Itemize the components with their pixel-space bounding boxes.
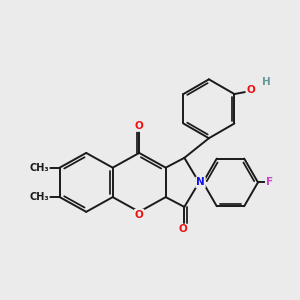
Text: N: N	[196, 177, 205, 188]
Text: H: H	[262, 77, 271, 87]
Text: CH₃: CH₃	[29, 192, 49, 202]
Text: O: O	[135, 210, 144, 220]
Text: F: F	[266, 177, 273, 188]
Text: O: O	[135, 121, 144, 131]
Text: O: O	[178, 224, 187, 235]
Text: O: O	[246, 85, 255, 94]
Text: CH₃: CH₃	[29, 163, 49, 173]
